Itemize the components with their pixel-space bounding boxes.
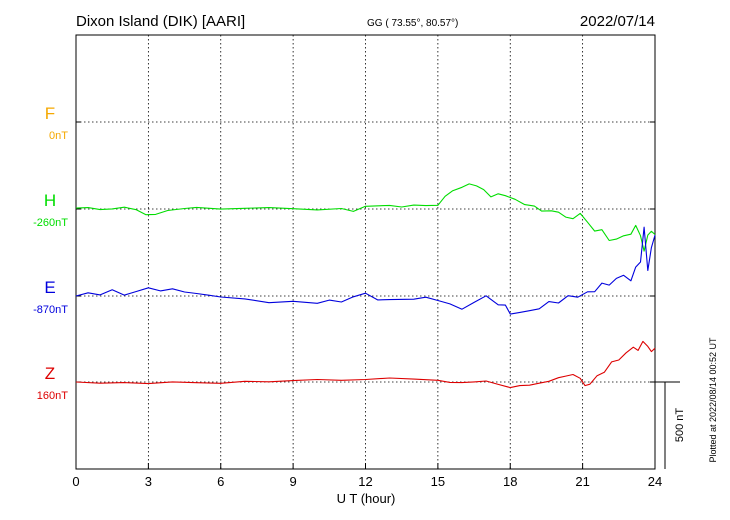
series-e-line [75,226,656,315]
station-coordinates: GG ( 73.55°, 80.57°) [367,18,458,29]
x-tick-label: 0 [72,474,79,489]
x-tick-label: 21 [575,474,589,489]
x-tick-label: 12 [358,474,372,489]
x-tick-label: 18 [503,474,517,489]
channel-z-baseline: 160nT [37,390,68,402]
channel-labels: F 0nT H -260nT E -870nT Z 160nT [33,104,68,402]
plotted-timestamp: Plotted at 2022/08/14 00:52 UT [708,337,718,463]
station-title: Dixon Island (DIK) [AARI] [76,13,245,30]
x-axis-label: U T (hour) [337,491,396,506]
x-tick-label: 6 [217,474,224,489]
x-tick-label: 3 [145,474,152,489]
x-tick-label: 9 [290,474,297,489]
series-h-line [75,183,656,252]
channel-h-baseline: -260nT [33,217,68,229]
channel-h-label: H [44,191,56,210]
channel-e-label: E [44,278,55,297]
x-tick-label: 15 [431,474,445,489]
channel-e-baseline: -870nT [33,304,68,316]
scale-bar: 500 nT [655,381,686,469]
x-axis: 0 3 6 9 12 15 18 21 24 [72,463,662,489]
channel-f-baseline: 0nT [49,130,68,142]
date-label: 2022/07/14 [580,13,655,30]
x-tick-label: 24 [648,474,662,489]
grid [76,35,655,469]
channel-z-label: Z [45,364,55,383]
channel-f-label: F [45,104,55,123]
scale-bar-label: 500 nT [674,408,686,443]
series-group [75,183,656,389]
series-z-line [75,340,656,389]
